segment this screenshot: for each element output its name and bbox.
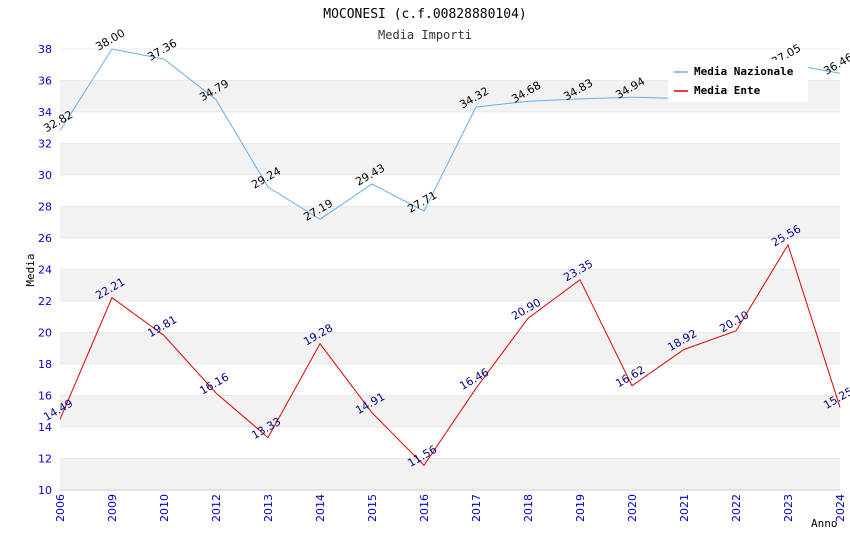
x-tick-label: 2020 (626, 494, 639, 522)
x-tick-label: 2016 (418, 494, 431, 522)
chart-title: MOCONESI (c.f.00828880104) (323, 7, 527, 22)
legend-label-nazionale: Media Nazionale (694, 65, 794, 78)
x-tick-label: 2012 (210, 494, 223, 522)
legend: Media Nazionale Media Ente (668, 60, 808, 102)
x-tick-label: 2009 (106, 494, 119, 522)
grid-band (60, 301, 840, 333)
y-tick-label: 24 (38, 264, 52, 277)
y-tick-label: 30 (38, 169, 52, 182)
y-tick-label: 34 (38, 106, 52, 119)
grid-bands (60, 48, 840, 491)
y-tick-label: 16 (38, 390, 52, 403)
y-tick-label: 14 (38, 421, 52, 434)
y-tick-label: 36 (38, 75, 52, 88)
y-tick-label: 18 (38, 358, 52, 371)
grid-band (60, 332, 840, 364)
chart-subtitle: Media Importi (378, 28, 472, 42)
y-axis-ticks: 10 12 14 16 18 20 22 24 26 28 30 32 34 36 38 (38, 43, 52, 497)
y-axis-label: Media (24, 253, 37, 286)
grid-band (60, 238, 840, 270)
grid-band (60, 175, 840, 207)
x-tick-label: 2019 (574, 494, 587, 522)
x-tick-label: 2013 (262, 494, 275, 522)
y-tick-label: 12 (38, 453, 52, 466)
x-tick-label: 2022 (730, 494, 743, 522)
y-tick-label: 20 (38, 327, 52, 340)
x-tick-label: 2014 (314, 494, 327, 522)
x-tick-label: 2023 (782, 494, 795, 522)
grid-band (60, 269, 840, 301)
y-tick-label: 32 (38, 138, 52, 151)
grid-band (60, 427, 840, 459)
legend-box (668, 60, 808, 102)
y-tick-label: 28 (38, 201, 52, 214)
y-tick-label: 38 (38, 43, 52, 56)
y-tick-label: 10 (38, 484, 52, 497)
x-tick-label: 2010 (158, 494, 171, 522)
x-axis-label: Anno (811, 517, 838, 530)
grid-band (60, 364, 840, 396)
x-tick-label: 2024 (834, 494, 847, 522)
y-tick-label: 26 (38, 232, 52, 245)
x-tick-label: 2018 (522, 494, 535, 522)
y-tick-label: 22 (38, 295, 52, 308)
grid-band (60, 395, 840, 427)
grid-band (60, 112, 840, 144)
x-tick-label: 2017 (470, 494, 483, 522)
grid-band (60, 206, 840, 238)
series-line-media-ente (59, 243, 841, 467)
x-tick-label: 2006 (54, 494, 67, 522)
x-tick-label: 2015 (366, 494, 379, 522)
legend-label-ente: Media Ente (694, 84, 761, 97)
grid-band (60, 458, 840, 490)
x-axis-ticks: 2006 2009 2010 2012 2013 2014 2015 2016 2017 2018… (54, 494, 847, 522)
x-tick-label: 2021 (678, 494, 691, 522)
